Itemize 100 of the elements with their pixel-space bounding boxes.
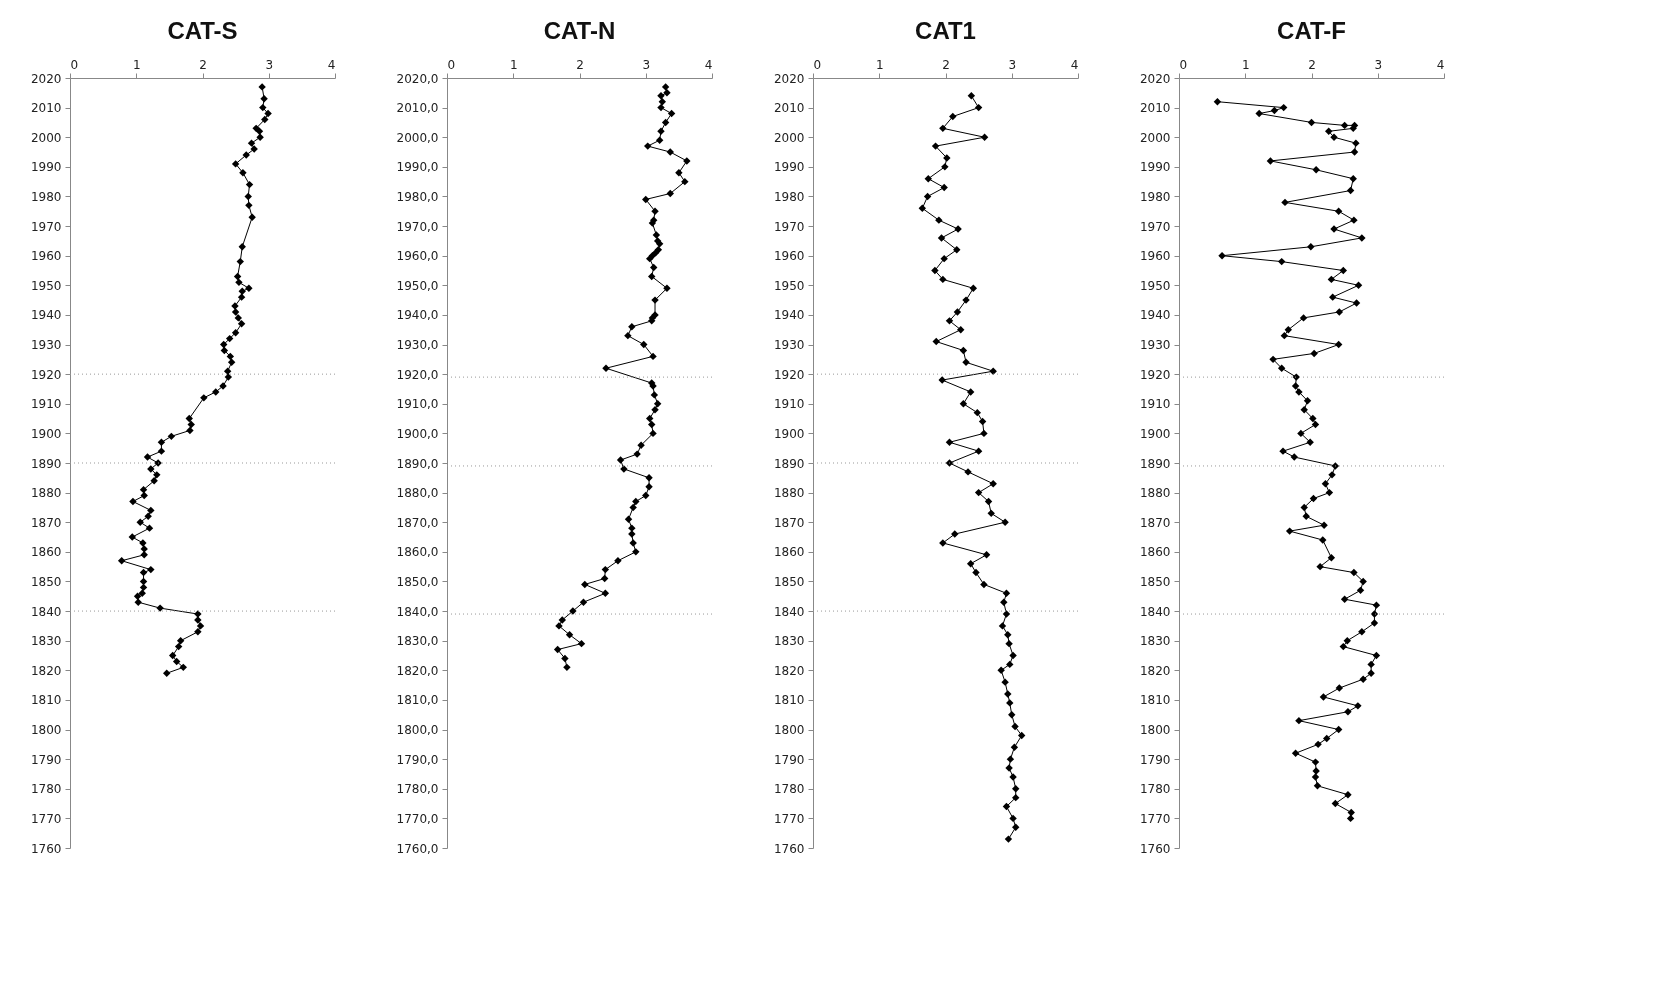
y-tick-label: 1920 — [1139, 367, 1171, 382]
chart-title: CAT-F — [1277, 17, 1346, 44]
y-tick-label: 1790,0 — [396, 752, 439, 767]
y-tick-label: 1800 — [1139, 723, 1171, 738]
x-tick-label: 4 — [1070, 57, 1079, 72]
y-tick-label: 1770 — [30, 811, 62, 826]
y-tick-label: 1890 — [30, 456, 62, 471]
y-tick-label: 1920,0 — [396, 367, 439, 382]
y-tick-label: 1810,0 — [396, 693, 439, 708]
y-tick-label: 1900 — [773, 426, 805, 441]
y-tick-label: 1820 — [30, 663, 62, 678]
y-tick-label: 1800,0 — [396, 723, 439, 738]
y-tick-label: 1890 — [773, 456, 805, 471]
y-tick-label: 1870,0 — [396, 515, 439, 530]
y-tick-label: 1990 — [773, 160, 805, 175]
x-tick-label: 1 — [509, 57, 518, 72]
y-tick-label: 1990,0 — [396, 160, 439, 175]
x-tick-label: 3 — [642, 57, 651, 72]
y-tick-label: 2010 — [30, 101, 62, 116]
y-tick-label: 1890,0 — [396, 456, 439, 471]
y-tick-label: 1790 — [1139, 752, 1171, 767]
y-tick-label: 1830 — [773, 634, 805, 649]
y-tick-label: 2010,0 — [396, 101, 439, 116]
y-tick-label: 1920 — [773, 367, 805, 382]
y-tick-label: 1880,0 — [396, 486, 439, 501]
x-tick-label: 1 — [875, 57, 884, 72]
y-tick-label: 1930,0 — [396, 338, 439, 353]
x-tick-label: 2 — [942, 57, 950, 72]
y-tick-label: 1950 — [30, 278, 62, 293]
y-tick-label: 1840 — [773, 604, 805, 619]
y-tick-label: 1760 — [30, 841, 62, 856]
y-tick-label: 2020 — [773, 71, 805, 86]
x-tick-label: 3 — [1374, 57, 1383, 72]
y-tick-label: 1800 — [773, 723, 805, 738]
y-tick-label: 1980 — [1139, 189, 1171, 204]
y-tick-label: 1780,0 — [396, 782, 439, 797]
y-tick-label: 1910 — [30, 397, 62, 412]
y-tick-label: 2010 — [1139, 101, 1171, 116]
y-tick-label: 1810 — [773, 693, 805, 708]
y-tick-label: 1910,0 — [396, 397, 439, 412]
y-tick-label: 1760 — [773, 841, 805, 856]
y-tick-label: 1880 — [773, 486, 805, 501]
y-tick-label: 1960,0 — [396, 249, 439, 264]
y-tick-label: 1780 — [30, 782, 62, 797]
x-tick-label: 4 — [1436, 57, 1445, 72]
y-tick-label: 1860 — [30, 545, 62, 560]
x-tick-label: 2 — [199, 57, 207, 72]
chart-title: CAT1 — [915, 17, 976, 44]
y-tick-label: 1970,0 — [396, 219, 439, 234]
x-tick-label: 0 — [813, 57, 822, 72]
y-tick-label: 1860 — [773, 545, 805, 560]
y-tick-label: 2010 — [773, 101, 805, 116]
y-tick-label: 1820,0 — [396, 663, 439, 678]
y-tick-label: 1940 — [1139, 308, 1171, 323]
y-tick-label: 1980,0 — [396, 189, 439, 204]
y-tick-label: 1960 — [773, 249, 805, 264]
x-tick-label: 2 — [1308, 57, 1316, 72]
y-tick-label: 1840,0 — [396, 604, 439, 619]
y-tick-label: 1960 — [30, 249, 62, 264]
y-tick-label: 1820 — [1139, 663, 1171, 678]
y-tick-label: 1990 — [1139, 160, 1171, 175]
y-tick-label: 1970 — [30, 219, 62, 234]
y-tick-label: 1820 — [773, 663, 805, 678]
y-tick-label: 1910 — [1139, 397, 1171, 412]
y-tick-label: 1920 — [30, 367, 62, 382]
y-tick-label: 1810 — [30, 693, 62, 708]
y-tick-label: 2020,0 — [396, 71, 439, 86]
y-tick-label: 1880 — [30, 486, 62, 501]
y-tick-label: 1950 — [1139, 278, 1171, 293]
y-tick-label: 1860,0 — [396, 545, 439, 560]
y-tick-label: 2000,0 — [396, 130, 439, 145]
y-tick-label: 1930 — [30, 338, 62, 353]
y-tick-label: 1870 — [30, 515, 62, 530]
y-tick-label: 1930 — [1139, 338, 1171, 353]
y-tick-label: 1810 — [1139, 693, 1171, 708]
chart-title: CAT-S — [167, 17, 238, 44]
x-tick-label: 4 — [704, 57, 713, 72]
y-tick-label: 2020 — [30, 71, 62, 86]
y-tick-label: 1900 — [1139, 426, 1171, 441]
chart-title: CAT-N — [543, 17, 616, 44]
y-tick-label: 2000 — [1139, 130, 1171, 145]
y-tick-label: 1780 — [773, 782, 805, 797]
y-tick-label: 1940 — [773, 308, 805, 323]
y-tick-label: 1830 — [1139, 634, 1171, 649]
y-tick-label: 1970 — [773, 219, 805, 234]
x-tick-label: 0 — [1179, 57, 1188, 72]
y-tick-label: 1790 — [773, 752, 805, 767]
y-tick-label: 2000 — [773, 130, 805, 145]
y-tick-label: 1760,0 — [396, 841, 439, 856]
y-tick-label: 1900,0 — [396, 426, 439, 441]
y-tick-label: 2000 — [30, 130, 62, 145]
y-tick-label: 1870 — [1139, 515, 1171, 530]
y-tick-label: 1830,0 — [396, 634, 439, 649]
y-tick-label: 1770 — [773, 811, 805, 826]
y-tick-label: 1980 — [773, 189, 805, 204]
y-tick-label: 1890 — [1139, 456, 1171, 471]
x-tick-label: 4 — [327, 57, 336, 72]
y-tick-label: 1910 — [773, 397, 805, 412]
y-tick-label: 1830 — [30, 634, 62, 649]
y-tick-label: 1940 — [30, 308, 62, 323]
